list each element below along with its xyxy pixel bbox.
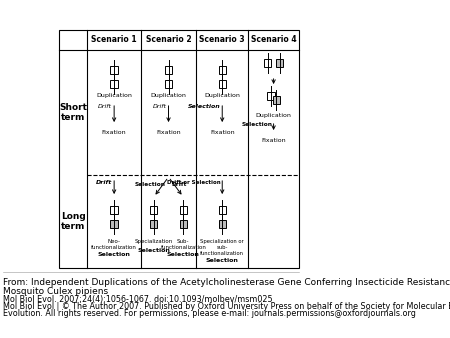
Bar xyxy=(110,220,118,228)
Bar xyxy=(219,206,226,214)
Text: Drift: Drift xyxy=(153,103,166,108)
Text: Drift: Drift xyxy=(96,180,112,186)
Text: Selection: Selection xyxy=(188,103,220,108)
Text: Duplication: Duplication xyxy=(204,94,240,98)
Text: Duplication: Duplication xyxy=(151,94,186,98)
Text: Long
term: Long term xyxy=(61,212,86,231)
Bar xyxy=(264,59,271,67)
Text: Drift: Drift xyxy=(171,183,187,188)
Text: Mosquito Culex pipiens: Mosquito Culex pipiens xyxy=(3,287,108,296)
Text: From: Independent Duplications of the Acetylcholinesterase Gene Conferring Insec: From: Independent Duplications of the Ac… xyxy=(3,278,450,287)
Bar xyxy=(59,30,299,268)
Text: Mol Biol Evol | © The Author 2007. Published by Oxford University Press on behal: Mol Biol Evol | © The Author 2007. Publi… xyxy=(3,302,450,311)
Bar xyxy=(165,66,172,74)
Bar xyxy=(219,80,226,88)
Bar xyxy=(276,59,284,67)
Text: Drift or Selection: Drift or Selection xyxy=(166,180,220,186)
Bar xyxy=(267,92,274,100)
Text: Short
term: Short term xyxy=(59,103,87,122)
Bar xyxy=(165,80,172,88)
Bar xyxy=(110,206,118,214)
Bar xyxy=(110,80,118,88)
Text: Fixation: Fixation xyxy=(210,130,234,136)
Bar xyxy=(273,96,280,104)
Text: Drift: Drift xyxy=(98,103,112,108)
Text: Selection: Selection xyxy=(135,183,166,188)
Bar xyxy=(180,220,187,228)
Text: Scenario 2: Scenario 2 xyxy=(146,35,191,45)
Text: Selection: Selection xyxy=(137,248,170,254)
Text: Evolution. All rights reserved. For permissions, please e-mail: journals.permiss: Evolution. All rights reserved. For perm… xyxy=(3,309,416,318)
Text: Neo-
functionalization: Neo- functionalization xyxy=(91,239,137,250)
Text: Specialization or
sub-
functionalization: Specialization or sub- functionalization xyxy=(200,239,244,256)
Bar xyxy=(110,66,118,74)
Bar xyxy=(219,66,226,74)
Text: Fixation: Fixation xyxy=(261,139,286,144)
Text: Duplication: Duplication xyxy=(256,113,292,118)
Bar xyxy=(150,220,157,228)
Text: Mol Biol Evol. 2007;24(4):1056-1067. doi:10.1093/molbev/msm025: Mol Biol Evol. 2007;24(4):1056-1067. doi… xyxy=(3,295,273,304)
Text: Fixation: Fixation xyxy=(102,130,126,136)
Text: Selection: Selection xyxy=(242,121,273,126)
Text: Selection: Selection xyxy=(167,252,200,258)
Text: Scenario 4: Scenario 4 xyxy=(251,35,297,45)
Text: Sub-
functionalization: Sub- functionalization xyxy=(160,239,206,250)
Text: Scenario 1: Scenario 1 xyxy=(91,35,137,45)
Bar xyxy=(180,206,187,214)
Text: Selection: Selection xyxy=(98,252,130,258)
Text: Scenario 3: Scenario 3 xyxy=(199,35,245,45)
Bar xyxy=(150,206,157,214)
Text: Selection: Selection xyxy=(206,259,238,264)
Text: Duplication: Duplication xyxy=(96,94,132,98)
Text: Specialization: Specialization xyxy=(135,239,173,244)
Text: Fixation: Fixation xyxy=(156,130,181,136)
Bar xyxy=(219,220,226,228)
